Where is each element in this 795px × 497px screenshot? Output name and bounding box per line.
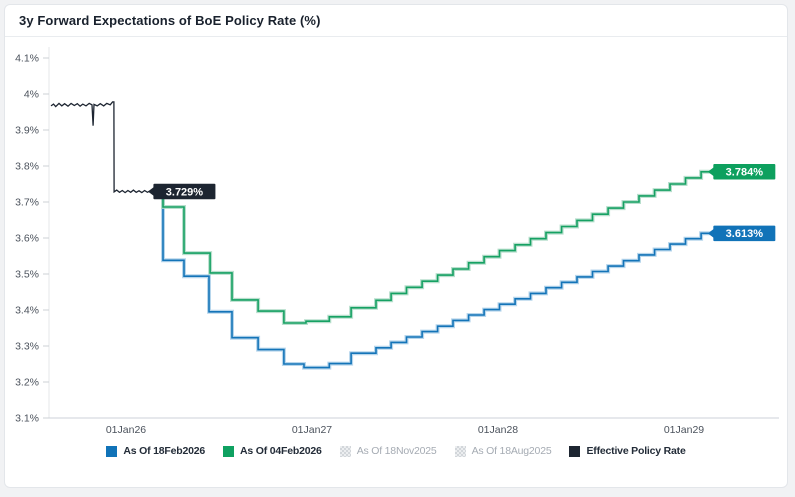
legend-item-as-of-18feb2026[interactable]: As Of 18Feb2026 (106, 445, 205, 457)
card-header: 3y Forward Expectations of BoE Policy Ra… (5, 5, 787, 37)
series-line-as-of-18feb2026 (158, 190, 713, 369)
x-tick-label: 01Jan28 (478, 424, 518, 436)
x-tick-label: 01Jan26 (106, 424, 146, 436)
end-label-value-effective-policy-rate: 3.729% (166, 186, 204, 198)
legend-item-label: As Of 18Aug2025 (471, 445, 552, 457)
chart-canvas: 3.1% 3.2% 3.3% 3.4% 3.5% 3.6% 3.7% 3.8% 3.9% 4% 4.… (15, 47, 779, 436)
end-label-value-as-of-04feb2026: 3.784% (726, 167, 764, 179)
y-tick-label: 3.1% (15, 413, 39, 425)
y-tick-label: 3.2% (15, 377, 39, 389)
legend-item-as-of-18aug2025[interactable]: As Of 18Aug2025 (454, 445, 552, 457)
end-label-box-effective-policy-rate (153, 183, 216, 200)
x-tick-label: 01Jan27 (292, 424, 332, 436)
y-tick-label: 3.3% (15, 341, 39, 353)
end-label-value-as-of-18feb2026: 3.613% (726, 228, 764, 240)
legend-swatch-icon (569, 445, 581, 457)
legend-item-effective-policy-rate[interactable]: Effective Policy Rate (569, 445, 686, 457)
end-label-arrow-effective-policy-rate (147, 187, 154, 197)
series-line-as-of-04feb2026 (161, 171, 713, 324)
end-label-box-as-of-04feb2026 (713, 164, 776, 180)
page-title: 3y Forward Expectations of BoE Policy Ra… (19, 13, 321, 28)
series-line-effective-policy-rate (50, 101, 160, 194)
y-tick-label: 4.1% (15, 53, 39, 65)
chart-card: 3y Forward Expectations of BoE Policy Ra… (4, 4, 788, 488)
legend-item-as-of-04feb2026[interactable]: As Of 04Feb2026 (223, 445, 322, 457)
y-tick-label: 3.6% (15, 233, 39, 245)
end-label-arrow-as-of-18feb2026 (707, 228, 714, 238)
y-tick-label: 3.8% (15, 161, 39, 173)
y-tick-label: 3.4% (15, 305, 39, 317)
legend-swatch-icon (454, 445, 466, 457)
legend-item-label: As Of 04Feb2026 (240, 445, 322, 457)
legend-item-label: As Of 18Nov2025 (356, 445, 437, 457)
y-tick-label: 4% (24, 89, 39, 101)
legend-swatch-icon (223, 445, 235, 457)
legend-item-as-of-18nov2025[interactable]: As Of 18Nov2025 (339, 445, 437, 457)
chart-legend: As Of 18Feb2026 As Of 04Feb2026 As Of 18No… (5, 445, 787, 457)
y-tick-label: 3.5% (15, 269, 39, 281)
legend-swatch-icon (106, 445, 118, 457)
legend-swatch-icon (339, 445, 351, 457)
y-tick-label: 3.7% (15, 197, 39, 209)
legend-item-label: Effective Policy Rate (586, 445, 686, 457)
x-tick-label: 01Jan29 (664, 424, 704, 436)
end-label-box-as-of-18feb2026 (713, 225, 776, 242)
y-tick-label: 3.9% (15, 125, 39, 137)
end-label-arrow-as-of-04feb2026 (707, 167, 714, 177)
legend-item-label: As Of 18Feb2026 (123, 445, 206, 457)
chart-area: 3.1% 3.2% 3.3% 3.4% 3.5% 3.6% 3.7% 3.8% 3.9% 4% 4.… (5, 37, 787, 441)
